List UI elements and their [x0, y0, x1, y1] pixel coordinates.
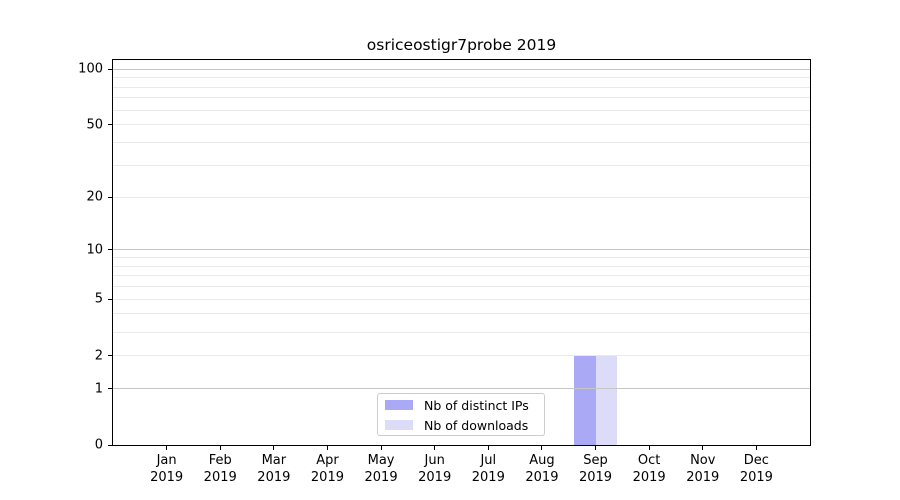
x-tick-mark: [273, 446, 275, 450]
x-tick-month: Aug: [529, 453, 555, 468]
y-tick-label: 10: [86, 242, 103, 258]
x-tick-year: 2019: [257, 469, 291, 485]
legend-label-downloads: Nb of downloads: [424, 417, 529, 433]
gridline-minor: [113, 124, 810, 126]
y-tick-mark: [108, 298, 112, 300]
gridline-major: [113, 68, 810, 70]
y-tick-label: 1: [94, 381, 103, 397]
x-tick-mark: [755, 446, 757, 450]
x-tick-mark: [648, 446, 650, 450]
x-tick-label: Sep 2019: [564, 453, 628, 486]
x-tick-month: Jul: [480, 453, 497, 468]
gridline-minor: [113, 331, 810, 333]
gridline-minor: [113, 97, 810, 99]
x-tick-month: Oct: [637, 453, 661, 468]
x-tick-year: 2019: [525, 469, 559, 485]
gridline-minor: [113, 109, 810, 111]
x-tick-month: Jan: [156, 453, 177, 468]
legend-item-distinct-ips: Nb of distinct IPs: [378, 395, 544, 415]
gridline-minor: [113, 196, 810, 198]
gridline-minor: [113, 275, 810, 277]
x-tick-label: Jun 2019: [403, 453, 467, 486]
legend-swatch-downloads: [385, 420, 413, 430]
x-tick-month: Mar: [261, 453, 287, 468]
x-tick-month: May: [367, 453, 395, 468]
x-tick-label: Jul 2019: [456, 453, 520, 486]
x-tick-month: Feb: [208, 453, 232, 468]
gridline-minor: [113, 142, 810, 144]
bar-nb-of-distinct-ips: [574, 355, 596, 445]
y-tick-mark: [108, 249, 112, 251]
x-tick-year: 2019: [739, 469, 773, 485]
x-tick-year: 2019: [578, 469, 613, 485]
x-tick-label: May 2019: [349, 453, 413, 486]
x-tick-year: 2019: [632, 469, 666, 485]
x-tick-label: Dec 2019: [724, 453, 788, 486]
gridline-minor: [113, 164, 810, 166]
x-tick-year: 2019: [471, 469, 505, 485]
plot-area: Nb of distinct IPs Nb of downloads: [112, 59, 811, 446]
x-tick-month: Sep: [583, 453, 608, 468]
x-tick-month: Apr: [316, 453, 339, 468]
y-tick-mark: [108, 196, 112, 198]
x-tick-year: 2019: [150, 469, 184, 485]
x-tick-year: 2019: [364, 469, 398, 485]
x-tick-label: Jan 2019: [135, 453, 199, 486]
gridline-major: [113, 249, 810, 251]
x-tick-year: 2019: [418, 469, 452, 485]
gridline-minor: [113, 355, 810, 357]
x-tick-year: 2019: [203, 469, 237, 485]
y-tick-label: 100: [78, 61, 103, 77]
y-tick-label: 20: [86, 189, 103, 205]
x-tick-label: Aug 2019: [510, 453, 574, 486]
gridline-minor: [113, 286, 810, 288]
y-tick-label: 5: [94, 291, 103, 307]
x-tick-mark: [541, 446, 543, 450]
x-tick-label: Feb 2019: [188, 453, 252, 486]
x-tick-label: Apr 2019: [295, 453, 359, 486]
legend-item-downloads: Nb of downloads: [378, 415, 544, 435]
x-tick-mark: [326, 446, 328, 450]
legend: Nb of distinct IPs Nb of downloads: [377, 393, 545, 436]
x-tick-label: Oct 2019: [617, 453, 681, 486]
legend-label-distinct-ips: Nb of distinct IPs: [424, 397, 529, 413]
chart-title: osriceostigr7probe 2019: [366, 36, 557, 54]
x-tick-mark: [166, 446, 168, 450]
x-tick-year: 2019: [310, 469, 344, 485]
gridline-minor: [113, 265, 810, 267]
gridline-minor: [113, 256, 810, 258]
x-tick-mark: [595, 446, 597, 450]
x-tick-mark: [487, 446, 489, 450]
gridline-minor: [113, 77, 810, 79]
gridline-minor: [113, 298, 810, 300]
y-tick-mark: [108, 124, 112, 126]
gridline-minor: [113, 86, 810, 88]
y-tick-mark: [108, 444, 112, 446]
y-tick-label: 0: [94, 437, 103, 453]
gridline-major: [113, 388, 810, 390]
x-tick-mark: [434, 446, 436, 450]
bar-nb-of-downloads: [595, 355, 617, 445]
x-tick-label: Nov 2019: [671, 453, 735, 486]
x-tick-month: Nov: [690, 453, 716, 468]
legend-swatch-distinct-ips: [385, 400, 413, 410]
x-tick-mark: [219, 446, 221, 450]
y-tick-mark: [108, 355, 112, 357]
y-tick-mark: [108, 388, 112, 390]
x-tick-mark: [702, 446, 704, 450]
x-tick-month: Jun: [424, 453, 445, 468]
x-tick-month: Dec: [743, 453, 769, 468]
y-tick-label: 2: [94, 348, 103, 364]
y-tick-mark: [108, 68, 112, 70]
x-tick-year: 2019: [686, 469, 720, 485]
gridline-minor: [113, 313, 810, 315]
y-tick-label: 50: [86, 117, 103, 133]
x-tick-label: Mar 2019: [242, 453, 306, 486]
x-tick-mark: [380, 446, 382, 450]
